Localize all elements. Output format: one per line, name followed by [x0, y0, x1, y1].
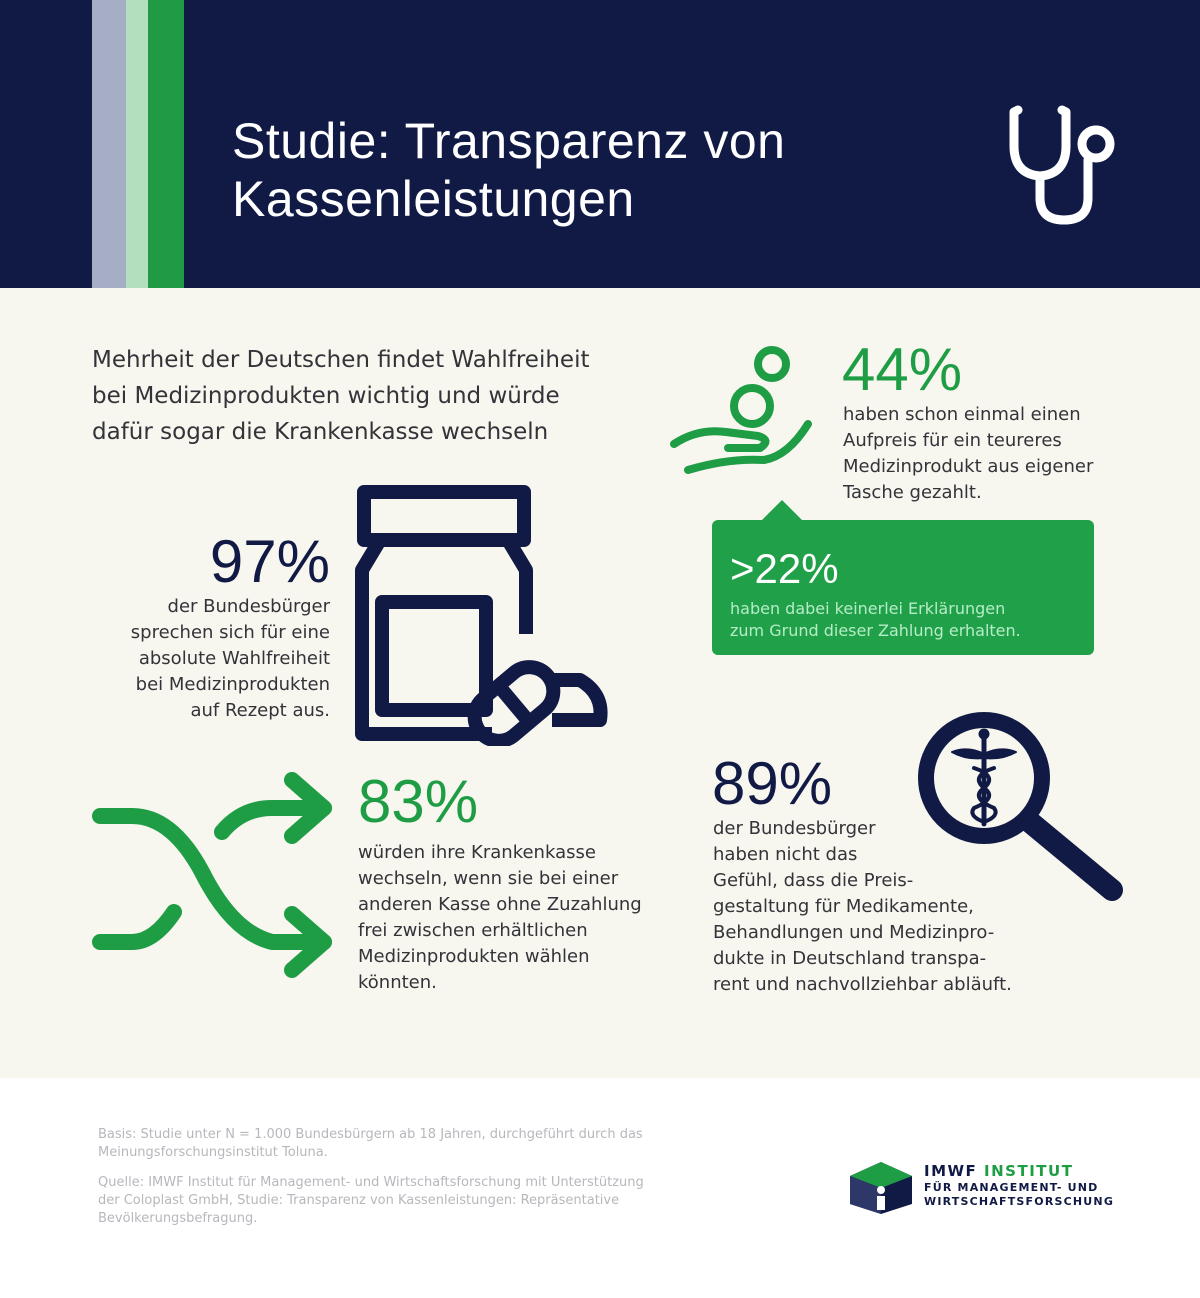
stat-97-line: bei Medizinprodukten: [135, 674, 330, 695]
stat-89-line: dukte in Deutschland transpa-: [713, 948, 987, 969]
title-line-2: Kassenleistungen: [232, 171, 635, 227]
stat-89-line: haben nicht das: [713, 844, 858, 865]
hand-coins-icon: [670, 346, 812, 474]
pill-jar-icon: [355, 485, 608, 746]
stat-83-line: Medizinprodukten wählen: [358, 946, 590, 967]
stat-83-text: würden ihre Krankenkasse wechseln, wenn …: [358, 840, 678, 996]
stat-44-text: haben schon einmal einen Aufpreis für ei…: [843, 402, 1133, 506]
intro-heading: Mehrheit der Deutschen findet Wahlfreihe…: [92, 342, 692, 450]
imwf-logo-icon: [850, 1162, 912, 1214]
stethoscope-icon: [1009, 105, 1115, 225]
stat-44-line: Aufpreis für ein teureres: [843, 430, 1062, 451]
magnifier-caduceus-icon: [918, 712, 1123, 901]
decor-stripe-light-green: [126, 0, 148, 288]
source-line: Bevölkerungsbefragung.: [98, 1211, 258, 1226]
callout-tail: [760, 500, 804, 522]
stat-83-line: würden ihre Krankenkasse: [358, 842, 596, 863]
logo-subtitle: FÜR MANAGEMENT- UND WIRTSCHAFTSFORSCHUNG: [924, 1181, 1114, 1209]
intro-line: dafür sogar die Krankenkasse wechseln: [92, 419, 549, 445]
logo-subtitle-line: FÜR MANAGEMENT- UND: [924, 1181, 1099, 1194]
stat-83-value: 83%: [358, 768, 479, 835]
stat-44-line: Tasche gezahlt.: [843, 482, 982, 503]
stat-22-value: >22%: [730, 545, 839, 592]
stat-83-line: anderen Kasse ohne Zuzahlung: [358, 894, 642, 915]
stat-89-value: 89%: [712, 750, 833, 817]
callout-box: [712, 520, 1094, 655]
logo-name: IMWF: [924, 1162, 978, 1180]
main-content: [0, 288, 1200, 1078]
source-line: der Coloplast GmbH, Studie: Transparenz …: [98, 1193, 620, 1208]
stat-97-value: 97%: [209, 528, 330, 595]
footer-basis-note: Basis: Studie unter N = 1.000 Bundesbürg…: [98, 1126, 758, 1162]
basis-line: Meinungsforschungsinstitut Toluna.: [98, 1145, 328, 1160]
intro-line: bei Medizinprodukten wichtig und würde: [92, 383, 560, 409]
stat-89-line: der Bundesbürger: [713, 818, 876, 839]
stat-89-line: Behandlungen und Medizinpro-: [713, 922, 995, 943]
stat-44-line: haben schon einmal einen: [843, 404, 1081, 425]
decor-stripe-green: [148, 0, 184, 288]
stat-83-line: frei zwischen erhältlichen: [358, 920, 588, 941]
stat-44-value: 44%: [842, 336, 963, 403]
stat-97-text: der Bundesbürger sprechen sich für eine …: [92, 594, 330, 724]
page-title: Studie: Transparenz von Kassenleistungen: [232, 112, 932, 228]
stat-22-line: haben dabei keinerlei Erklärungen: [730, 599, 1006, 618]
title-line-1: Studie: Transparenz von: [232, 113, 786, 169]
basis-line: Basis: Studie unter N = 1.000 Bundesbürg…: [98, 1127, 643, 1142]
logo-wordmark: IMWF INSTITUT: [924, 1162, 1073, 1180]
stat-89-text: der Bundesbürger haben nicht das Gefühl,…: [713, 816, 1043, 998]
stat-22-line: zum Grund dieser Zahlung erhalten.: [730, 621, 1021, 640]
logo-subtitle-line: WIRTSCHAFTSFORSCHUNG: [924, 1195, 1115, 1208]
stat-83-line: wechseln, wenn sie bei einer: [358, 868, 619, 889]
stat-97-line: sprechen sich für eine: [130, 622, 330, 643]
decor-stripe-gray: [92, 0, 126, 288]
stat-83-line: könnten.: [358, 972, 437, 993]
stat-44-line: Medizinprodukt aus eigener: [843, 456, 1094, 477]
stat-97-line: der Bundesbürger: [167, 596, 330, 617]
stat-89-line: Gefühl, dass die Preis-: [713, 870, 914, 891]
shuffle-arrows-icon: [92, 772, 332, 978]
footer-source-note: Quelle: IMWF Institut für Management- un…: [98, 1174, 758, 1228]
stat-97-line: absolute Wahlfreiheit: [138, 648, 330, 669]
stat-89-line: rent und nachvollziehbar abläuft.: [713, 974, 1012, 995]
footer: [0, 1078, 1200, 1298]
stat-89-line: gestaltung für Medikamente,: [713, 896, 974, 917]
header-banner: Studie: Transparenz von Kassenleistungen: [0, 0, 1200, 288]
logo-accent: INSTITUT: [984, 1162, 1074, 1180]
stat-97-line: auf Rezept aus.: [190, 700, 330, 721]
source-line: Quelle: IMWF Institut für Management- un…: [98, 1175, 644, 1190]
intro-line: Mehrheit der Deutschen findet Wahlfreihe…: [92, 347, 590, 373]
stat-22-text: haben dabei keinerlei Erklärungen zum Gr…: [730, 598, 1080, 642]
